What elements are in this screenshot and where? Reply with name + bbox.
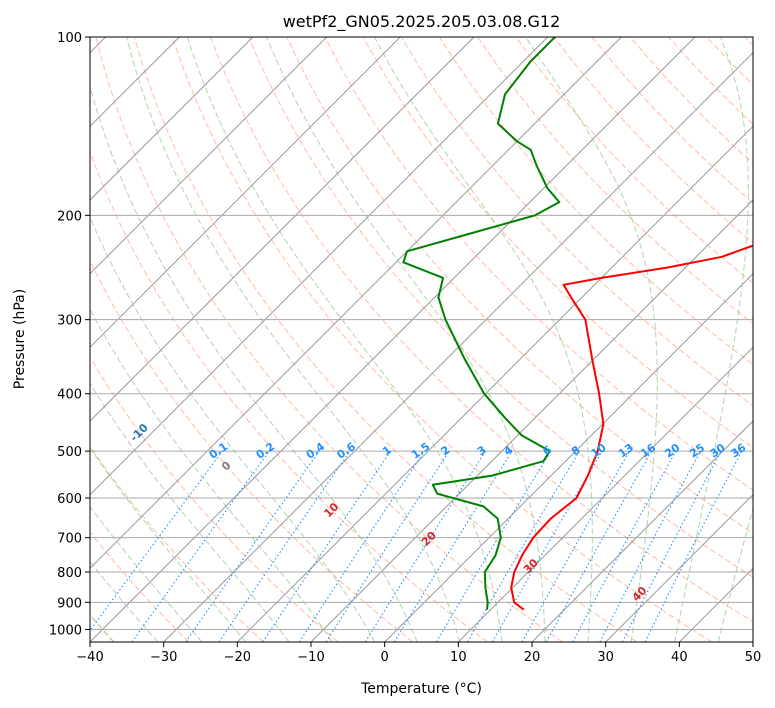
dry-adiabat-line bbox=[90, 356, 339, 642]
y-tick-label: 600 bbox=[57, 492, 82, 507]
mixing-ratio-line bbox=[521, 450, 630, 642]
moist-adiabat-line bbox=[266, 37, 546, 642]
x-tick-label: −10 bbox=[297, 650, 324, 665]
moist-adiabat-line bbox=[525, 37, 658, 642]
dry-adiabat-line bbox=[90, 150, 488, 642]
mixing-ratio-line bbox=[185, 450, 320, 642]
isotherm-line bbox=[236, 125, 753, 642]
mixing-ratio-lines bbox=[90, 450, 743, 642]
y-tick-label: 900 bbox=[57, 596, 82, 611]
moist-adiabat-line bbox=[90, 215, 376, 642]
y-tick-label: 400 bbox=[57, 388, 82, 403]
dry-adiabat-line bbox=[248, 37, 753, 578]
moist-adiabat-line bbox=[126, 37, 461, 642]
mixing-ratio-line bbox=[393, 450, 513, 642]
y-axis-label: Pressure (hPa) bbox=[12, 289, 28, 389]
y-tick-label: 100 bbox=[57, 31, 82, 46]
sounding-traces bbox=[402, 37, 753, 611]
mixing-ratio-line bbox=[218, 450, 351, 642]
isotherm-line bbox=[90, 37, 475, 422]
y-tick-label: 200 bbox=[57, 209, 82, 224]
y-tick-label: 800 bbox=[57, 566, 82, 581]
isotherm-line bbox=[531, 420, 753, 642]
isotherm-line bbox=[90, 37, 549, 496]
moist-adiabat-line bbox=[374, 37, 593, 642]
isotherm-line bbox=[384, 272, 753, 642]
isotherm-line bbox=[90, 37, 401, 349]
mixing-ratio-line bbox=[298, 450, 425, 642]
mixing-ratio-line bbox=[262, 450, 392, 642]
isotherm-line bbox=[90, 37, 328, 275]
x-tick-label: 0 bbox=[381, 650, 389, 665]
x-tick-label: 40 bbox=[671, 650, 688, 665]
dry-adiabat-line bbox=[210, 37, 753, 623]
isotherm-line bbox=[605, 493, 753, 642]
x-axis-label: Temperature (°C) bbox=[360, 681, 482, 697]
isotherm-line bbox=[163, 51, 753, 642]
x-tick-label: 30 bbox=[597, 650, 614, 665]
dry-adiabat-line bbox=[400, 37, 753, 407]
x-tick-label: −20 bbox=[224, 650, 251, 665]
dry-adiabat-line bbox=[90, 531, 190, 642]
x-tick-label: −40 bbox=[76, 650, 103, 665]
mixing-ratio-line bbox=[325, 450, 450, 642]
x-tick-label: 20 bbox=[524, 650, 541, 665]
temperature-trace bbox=[510, 244, 753, 611]
mixing-ratio-line bbox=[90, 450, 223, 632]
x-tick-label: 50 bbox=[745, 650, 762, 665]
dewpoint-trace bbox=[402, 37, 561, 610]
moist-adiabat-line bbox=[90, 505, 203, 642]
mixing-ratio-line bbox=[644, 450, 743, 642]
y-tick-label: 300 bbox=[57, 314, 82, 329]
dry-adiabat-line bbox=[438, 37, 753, 366]
isotherm-line bbox=[90, 37, 622, 570]
isotherm-line bbox=[90, 37, 254, 201]
mixing-ratio-line bbox=[572, 450, 677, 642]
isotherm-line bbox=[457, 346, 753, 642]
x-tick-label: 10 bbox=[450, 650, 467, 665]
mixing-ratio-line bbox=[131, 450, 270, 642]
plot-frame bbox=[89, 36, 754, 643]
dry-adiabat-line bbox=[515, 37, 753, 284]
moist-adiabat-line bbox=[674, 37, 749, 642]
isotherm-line bbox=[90, 37, 696, 642]
isotherms bbox=[90, 37, 753, 642]
mixing-ratio-line bbox=[545, 450, 653, 642]
moist-adiabat-line bbox=[186, 37, 503, 642]
dry-adiabat-line bbox=[90, 445, 264, 642]
chart-title: wetPf2_GN05.2025.205.03.08.G12 bbox=[283, 12, 561, 32]
moist-adiabat-line bbox=[90, 560, 159, 642]
y-tick-label: 700 bbox=[57, 532, 82, 547]
moist-adiabat-line bbox=[90, 84, 418, 642]
moist-adiabat-line bbox=[90, 382, 290, 642]
y-tick-label: 1000 bbox=[49, 623, 82, 638]
x-tick-label: −30 bbox=[150, 650, 177, 665]
moist-adiabat-line bbox=[90, 447, 247, 642]
x-axis: −40 −30 −20 −10 0 10 20 30 40 50 bbox=[76, 642, 761, 665]
y-axis: 100 200 300 400 500 600 700 800 900 1000 bbox=[49, 31, 90, 638]
moist-adiabats bbox=[90, 37, 753, 642]
y-tick-label: 500 bbox=[57, 445, 82, 460]
dry-adiabat-line bbox=[95, 37, 563, 642]
isotherm-line bbox=[310, 199, 753, 642]
